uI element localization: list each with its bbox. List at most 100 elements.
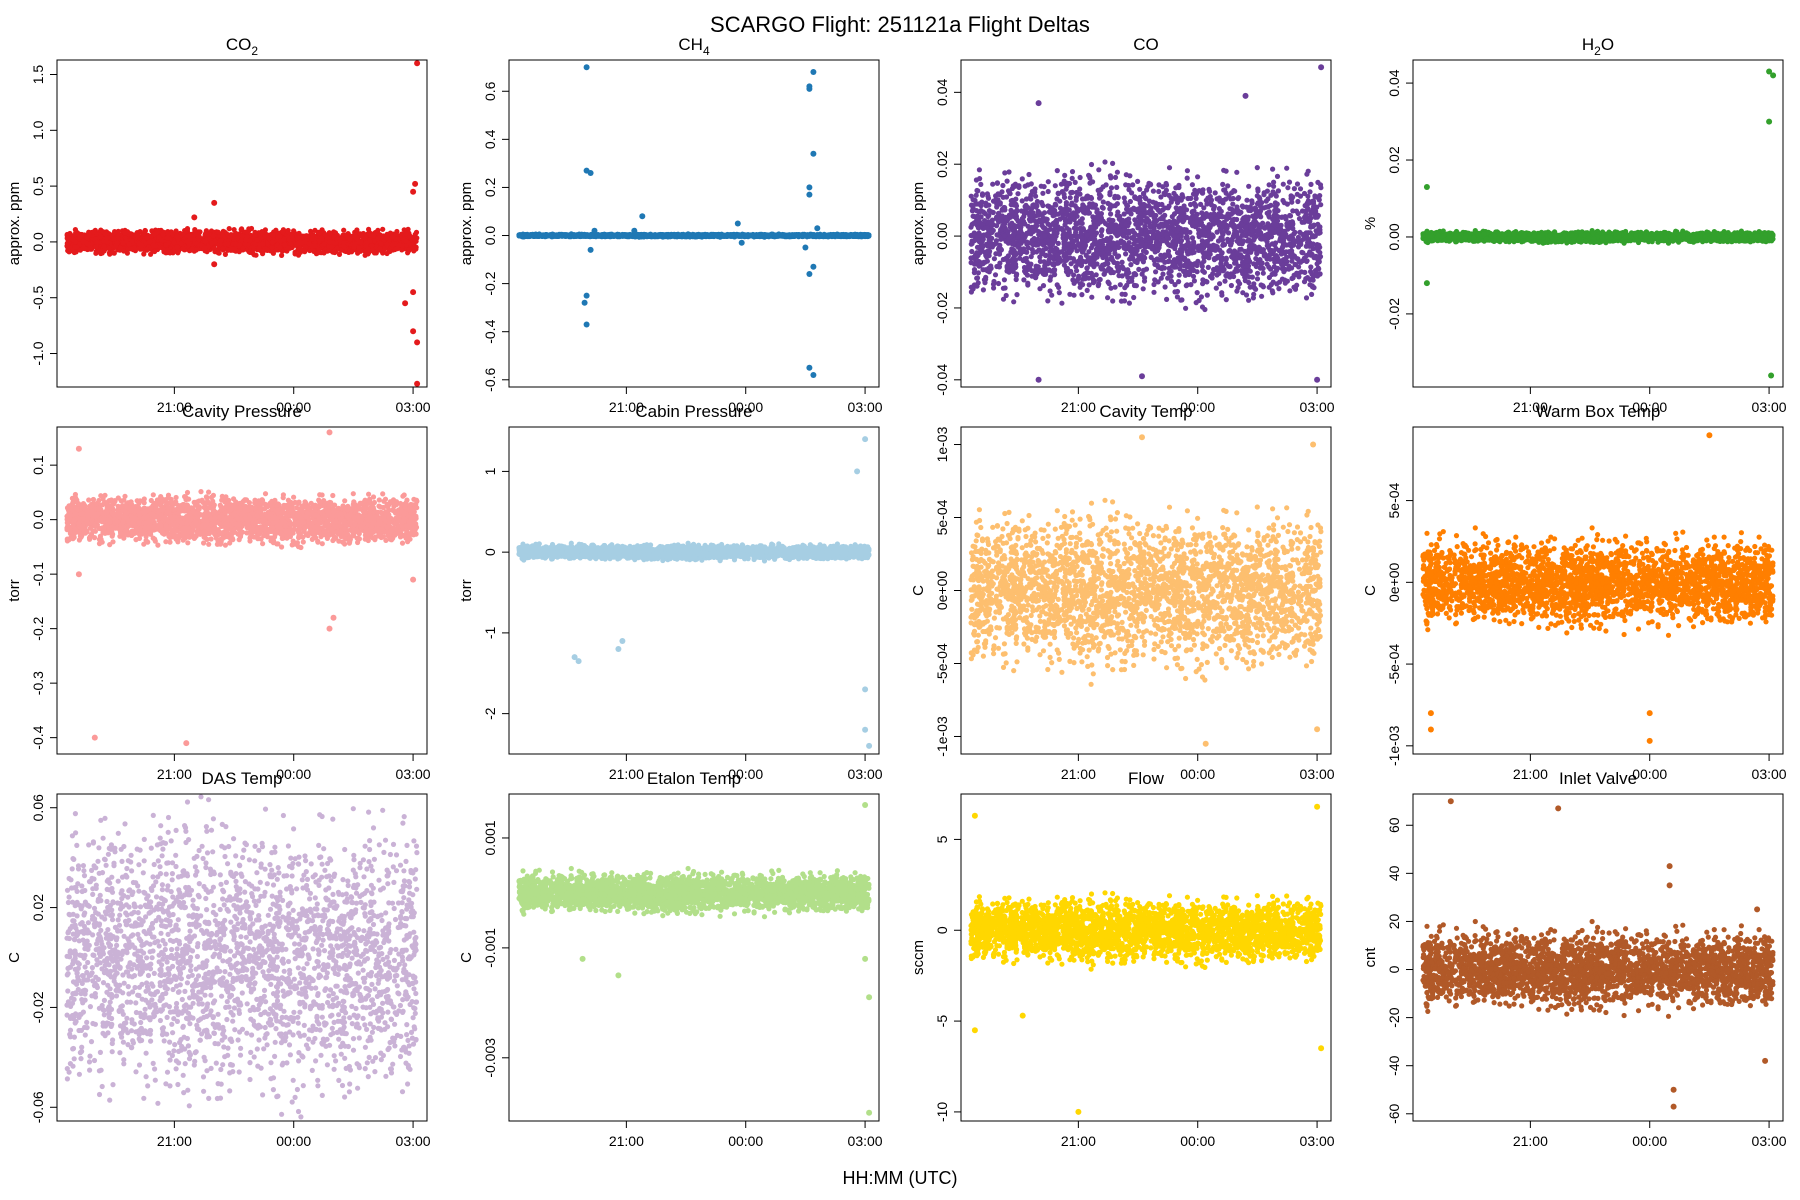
outlier-point [410,328,417,335]
data-point [239,233,246,239]
data-point [403,231,409,237]
data-point [209,240,215,246]
data-point [375,227,381,233]
data-point [264,241,270,247]
data-point [281,236,287,242]
data-point [152,248,158,255]
data-point [295,235,301,241]
data-point [377,233,383,239]
data-point [341,227,347,233]
data-point [215,229,221,235]
data-point [150,242,157,248]
data-point [330,249,336,255]
data-point [285,245,291,251]
data-point [291,228,297,234]
panel-title: CH4 [678,35,710,58]
data-point [341,240,347,246]
data-point [405,226,411,232]
outlier-point [402,300,409,307]
data-point [121,248,127,254]
data-point [378,241,384,247]
data-point [282,242,288,248]
data-point [309,243,315,249]
data-point [196,234,202,240]
y-tick-label: 0.5 [30,176,46,196]
data-point [279,252,285,258]
data-point [352,241,358,247]
data-point [102,231,108,237]
x-tick-label: 03:00 [396,399,431,415]
data-point [349,249,355,255]
data-point [175,234,181,240]
data-point [222,251,228,257]
data-point [254,237,260,243]
data-point [393,231,400,238]
data-point [259,230,265,236]
plot-frame [56,59,428,388]
y-tick-label: 0.0 [30,232,46,252]
data-point [184,238,190,245]
data-point [84,240,90,247]
data-point [380,226,386,232]
data-point [266,235,272,241]
data-point [120,240,126,246]
data-point [377,245,383,252]
data-point [171,239,177,246]
data-point [151,231,157,237]
data-point [327,239,333,245]
data-point [64,235,70,241]
figure-x-label: HH:MM (UTC) [843,1168,958,1188]
data-point [411,245,418,251]
panel-title-subscript: 2 [251,44,258,58]
data-point [88,246,95,252]
data-point [338,247,344,253]
data-point [74,244,80,250]
data-point [167,250,173,256]
data-point [370,233,376,239]
data-point [192,227,198,233]
data-point [64,231,70,238]
data-point [369,243,375,249]
data-point [264,247,271,253]
data-point [139,242,145,249]
data-point [409,234,415,240]
y-tick-label: -1.0 [30,341,46,365]
data-point [229,232,235,238]
data-point [384,241,390,247]
data-point [144,234,150,241]
data-point [211,245,217,251]
data-point [396,242,402,248]
scatter-points [516,64,872,378]
data-point [210,233,216,239]
data-point [101,243,107,249]
data-point [269,245,275,251]
data-point [173,228,179,234]
panel-title: CO2 [226,35,259,58]
figure-title: SCARGO Flight: 251121a Flight Deltas [710,12,1090,37]
data-point [128,246,134,252]
data-point [399,247,405,253]
data-point [362,252,368,258]
data-point [215,250,221,256]
data-point [321,241,327,247]
data-point [244,229,250,235]
data-point [129,238,135,244]
data-point [303,233,309,239]
data-point [243,237,249,243]
data-point [413,229,420,235]
x-axis: 21:00 00:00 03:00 [157,387,431,415]
x-tick-label: 21:00 [157,399,192,415]
data-point [701,233,708,239]
data-point [109,232,115,238]
data-point [359,232,365,238]
panel-title-text: CH [678,35,703,54]
data-point [225,241,231,247]
outlier-point [412,180,419,187]
y-tick-label: 1.5 [30,65,46,85]
data-point [336,251,343,257]
data-point [160,231,166,238]
